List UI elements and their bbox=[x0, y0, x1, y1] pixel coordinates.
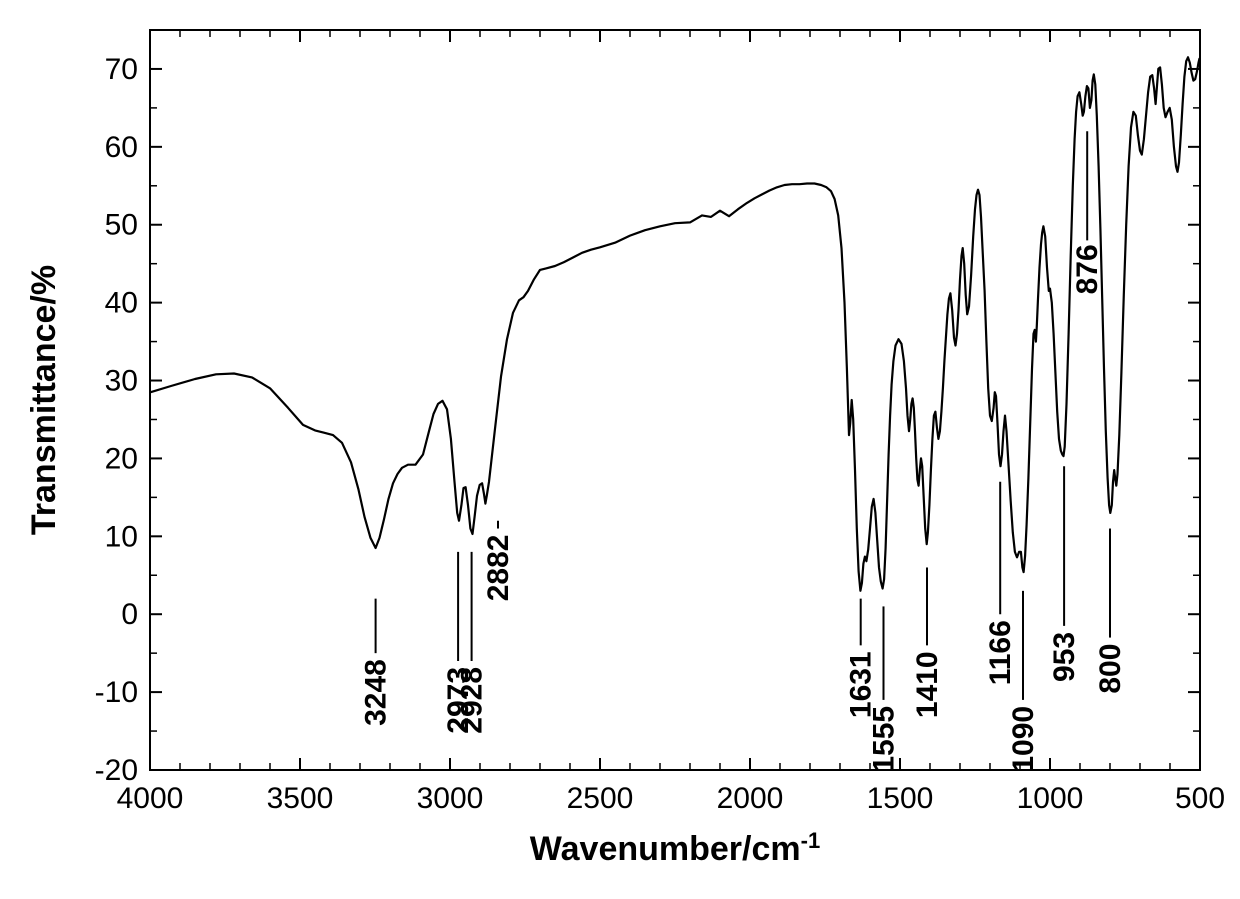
y-tick-label: 20 bbox=[105, 442, 138, 475]
peak-label: 2928 bbox=[456, 667, 489, 734]
x-tick-label: 1500 bbox=[867, 782, 934, 815]
plot-frame bbox=[150, 30, 1200, 770]
y-tick-label: 60 bbox=[105, 131, 138, 164]
y-tick-label: -20 bbox=[95, 754, 138, 787]
peak-label: 953 bbox=[1048, 632, 1081, 682]
peak-label: 2882 bbox=[482, 535, 515, 602]
x-tick-label: 3000 bbox=[417, 782, 484, 815]
ir-spectrum-chart: 4000350030002500200015001000500-20-10010… bbox=[0, 0, 1240, 899]
x-tick-label: 2000 bbox=[717, 782, 784, 815]
peak-label: 1410 bbox=[911, 651, 944, 718]
y-tick-label: 40 bbox=[105, 287, 138, 320]
peak-label: 1090 bbox=[1007, 706, 1040, 773]
peak-label: 876 bbox=[1071, 244, 1104, 294]
y-tick-label: 50 bbox=[105, 209, 138, 242]
y-tick-label: 30 bbox=[105, 365, 138, 398]
y-tick-label: -10 bbox=[95, 676, 138, 709]
chart-svg: 4000350030002500200015001000500-20-10010… bbox=[0, 0, 1240, 899]
peak-label: 3248 bbox=[360, 659, 393, 726]
y-tick-label: 10 bbox=[105, 520, 138, 553]
x-tick-label: 2500 bbox=[567, 782, 634, 815]
peak-label: 800 bbox=[1094, 644, 1127, 694]
y-axis-title: Transmittance/% bbox=[25, 265, 63, 535]
x-tick-label: 3500 bbox=[267, 782, 334, 815]
x-tick-label: 1000 bbox=[1017, 782, 1084, 815]
y-tick-label: 70 bbox=[105, 53, 138, 86]
peak-label: 1166 bbox=[984, 620, 1017, 685]
x-axis-title: Wavenumber/cm-1 bbox=[530, 828, 820, 868]
spectrum-line bbox=[151, 57, 1200, 591]
x-tick-label: 500 bbox=[1175, 782, 1225, 815]
y-tick-label: 0 bbox=[121, 598, 138, 631]
peak-label: 1555 bbox=[868, 706, 901, 773]
